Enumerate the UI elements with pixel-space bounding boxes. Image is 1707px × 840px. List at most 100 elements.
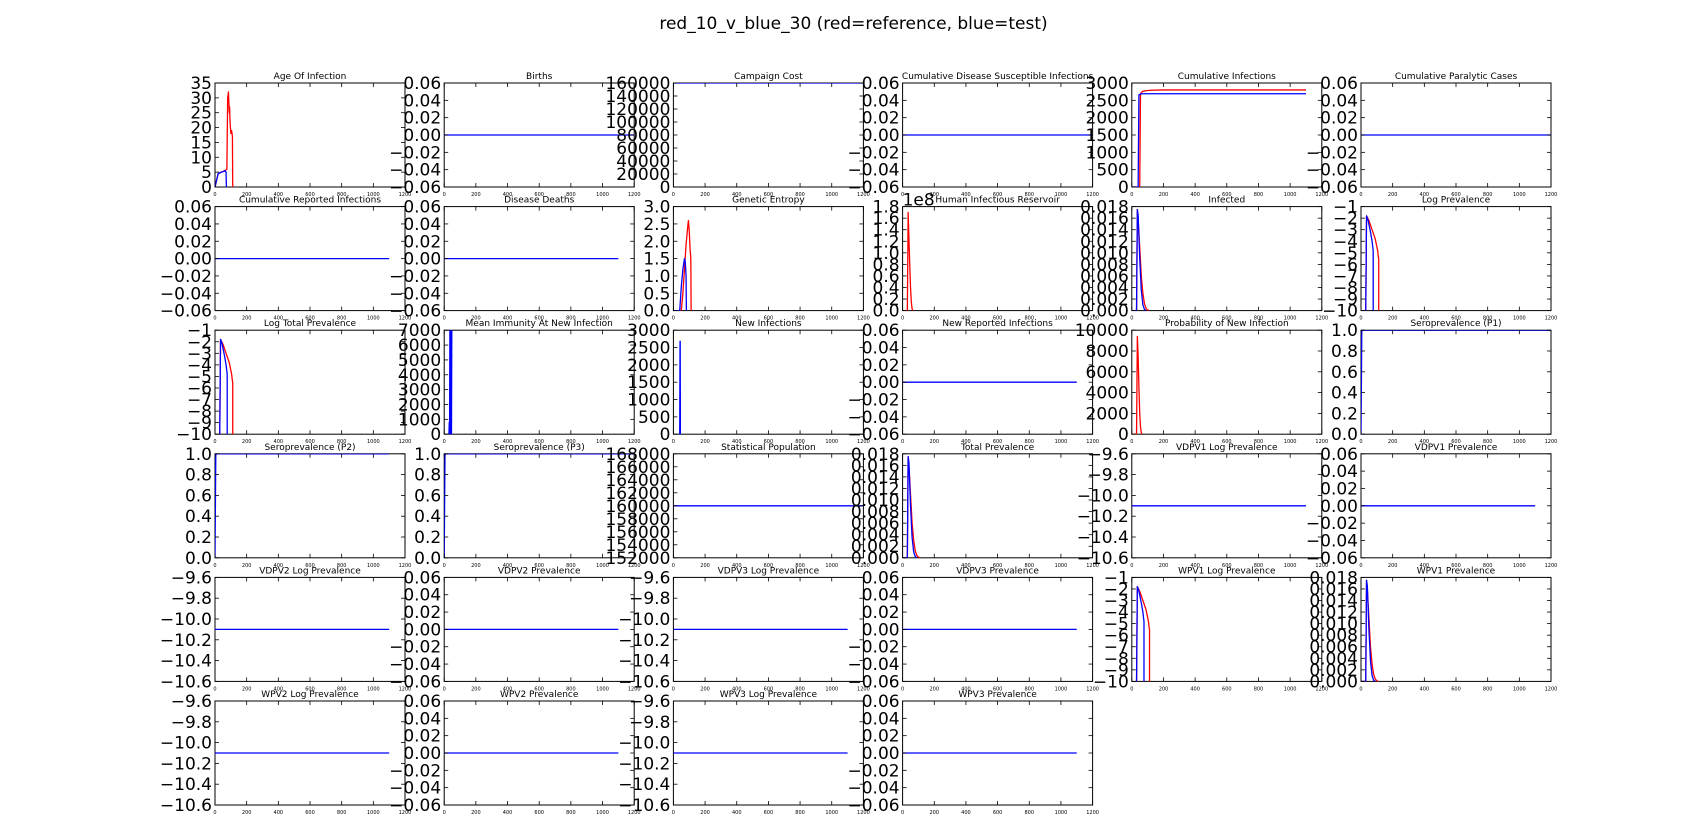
y-tick-label: −10.0 (618, 610, 670, 630)
x-tick-label: 600 (764, 810, 774, 816)
y-tick-label: 35 (190, 74, 212, 94)
y-tick-label: 0.000 (1309, 672, 1358, 692)
y-tick-label: 0.008 (1309, 626, 1358, 646)
x-tick-label: 600 (305, 810, 315, 816)
x-tick-label: 0 (901, 563, 904, 569)
y-tick-label: 0.6 (185, 486, 212, 506)
y-tick-label: 0.04 (862, 339, 900, 359)
y-tick-label: −10.6 (1077, 549, 1129, 569)
x-tick-label: 600 (1222, 563, 1232, 569)
series-line (219, 338, 228, 435)
y-tick-label: 0.04 (403, 215, 441, 235)
subplot-title: Cumulative Paralytic Cases (1395, 72, 1518, 82)
y-tick-label: 5 (201, 163, 212, 183)
y-tick-label: 0.02 (862, 356, 900, 376)
y-tick-label: 0.012 (1080, 232, 1129, 252)
x-tick-label: 1000 (596, 810, 609, 816)
x-tick-label: 0 (1359, 316, 1362, 322)
x-tick-label: 200 (242, 810, 252, 816)
x-tick-label: 400 (961, 810, 971, 816)
y-tick-label: 140000 (605, 87, 670, 107)
x-tick-label: 600 (1222, 192, 1232, 198)
y-tick-label: 0.016 (851, 456, 900, 476)
y-tick-label: −9.6 (171, 568, 212, 588)
x-tick-label: 1000 (1284, 192, 1297, 198)
y-tick-label: −0.06 (389, 178, 441, 198)
subplot: 0200004000060000800001000001200001400001… (605, 72, 869, 198)
x-tick-label: 800 (566, 810, 576, 816)
x-tick-label: 200 (700, 686, 710, 692)
x-tick-label: 600 (534, 439, 544, 445)
plot-frame (1131, 206, 1323, 312)
x-tick-label: 1200 (1545, 686, 1558, 692)
x-tick-label: 200 (1388, 563, 1398, 569)
y-tick-label: 0.06 (403, 74, 441, 94)
x-tick-label: 600 (534, 316, 544, 322)
series-line (448, 330, 453, 435)
x-tick-label: 1000 (1513, 686, 1526, 692)
plot-frame (214, 82, 406, 188)
subplot: 0.00.20.40.60.81.00 200 400 600 800 1000 1200S… (1331, 319, 1557, 445)
y-tick-label: 0 (1118, 425, 1129, 445)
x-tick-label: 800 (566, 686, 576, 692)
x-tick-label: 800 (1254, 686, 1264, 692)
x-tick-label: 600 (993, 439, 1003, 445)
x-tick-label: 600 (764, 686, 774, 692)
series-line (1361, 330, 1551, 435)
subplot-title: Cumulative Disease Susceptible Infection… (902, 72, 1094, 82)
y-tick-label: 2000 (398, 395, 441, 415)
x-tick-label: 1200 (857, 686, 870, 692)
y-tick-label: −6 (1104, 626, 1129, 646)
y-tick-label: 0.06 (1320, 445, 1358, 465)
y-tick-label: −10 (1093, 672, 1129, 692)
subplot-title: WPV1 Log Prevalence (1178, 566, 1276, 576)
plot-frame (1360, 329, 1552, 435)
subplot-title: Seroprevalence (P2) (264, 443, 355, 453)
x-tick-label: 1000 (1055, 192, 1068, 198)
y-tick-label: −10.2 (160, 754, 212, 774)
x-tick-label: 1000 (367, 439, 380, 445)
x-tick-label: 800 (1483, 439, 1493, 445)
subplot: 0.0000.0020.0040.0060.0080.0100.0120.014… (851, 443, 1099, 569)
x-tick-label: 1000 (367, 810, 380, 816)
x-tick-label: 600 (1222, 686, 1232, 692)
y-tick-label: 3.0 (643, 198, 670, 218)
y-tick-label: −0.02 (389, 267, 441, 287)
x-tick-label: 0 (901, 810, 904, 816)
x-tick-label: 800 (1024, 810, 1034, 816)
y-tick-label: −0.04 (389, 779, 441, 799)
y-tick-label: 0.00 (403, 744, 441, 764)
y-tick-label: 0.00 (862, 744, 900, 764)
y-tick-label: −0.02 (1306, 143, 1358, 163)
y-tick-label: 0.008 (1080, 255, 1129, 275)
y-tick-label: 7000 (398, 321, 441, 341)
x-tick-label: 200 (700, 192, 710, 198)
x-tick-label: 0 (213, 686, 216, 692)
y-tick-label: 0.04 (403, 91, 441, 111)
x-tick-label: 400 (1190, 316, 1200, 322)
y-tick-label: 0.4 (1331, 384, 1358, 404)
y-tick-label: 0.06 (862, 692, 900, 712)
x-tick-label: 0 (1130, 439, 1133, 445)
x-tick-label: 800 (1254, 439, 1264, 445)
x-tick-label: 600 (764, 316, 774, 322)
y-tick-label: 0.00 (862, 620, 900, 640)
y-tick-label: −9.8 (171, 589, 212, 609)
y-tick-label: 0.0 (873, 302, 900, 322)
y-tick-label: −9.8 (1088, 466, 1129, 486)
x-tick-label: 600 (993, 563, 1003, 569)
x-tick-label: 400 (1190, 686, 1200, 692)
x-tick-label: 0 (672, 686, 675, 692)
y-tick-label: 0.010 (1080, 244, 1129, 264)
x-tick-label: 600 (534, 686, 544, 692)
y-tick-label: −0.06 (160, 302, 212, 322)
subplot-title: Genetic Entropy (732, 196, 805, 206)
y-tick-label: 3000 (1086, 74, 1129, 94)
x-tick-label: 1000 (825, 192, 838, 198)
x-tick-label: 200 (471, 439, 481, 445)
series-line (673, 219, 692, 311)
y-tick-label: −9.8 (171, 713, 212, 733)
y-tick-label: 0 (660, 178, 671, 198)
subplot-title: Cumulative Reported Infections (239, 196, 381, 206)
subplot-title: Log Total Prevalence (264, 319, 357, 329)
